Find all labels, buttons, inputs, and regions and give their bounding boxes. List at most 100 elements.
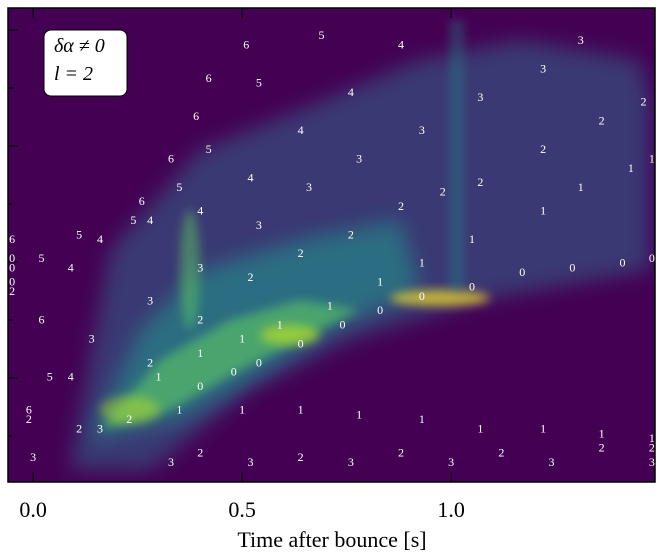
mode-label: 2 bbox=[298, 450, 304, 464]
x-axis-label: Time after bounce [s] bbox=[237, 527, 426, 552]
mode-label: 1 bbox=[377, 275, 383, 289]
mode-label: 1 bbox=[540, 204, 546, 218]
mode-label: 6 bbox=[168, 151, 174, 165]
mode-label: 0 bbox=[569, 260, 575, 274]
mode-label: 5 bbox=[76, 227, 82, 241]
mode-label: 0 bbox=[298, 336, 304, 350]
x-tick-label: 1.0 bbox=[437, 497, 465, 522]
mode-label: 1 bbox=[239, 403, 245, 417]
mode-label: 5 bbox=[319, 28, 325, 42]
mode-label: 5 bbox=[256, 76, 262, 90]
mode-label: 0 bbox=[9, 275, 15, 289]
mode-label: 6 bbox=[243, 38, 249, 52]
mode-label: 1 bbox=[649, 431, 655, 445]
annotation: δα ≠ 0 bbox=[54, 35, 105, 57]
mode-label: 1 bbox=[419, 256, 425, 270]
mode-label: 3 bbox=[89, 332, 95, 346]
mode-label: 4 bbox=[197, 204, 203, 218]
mode-label: 3 bbox=[540, 61, 546, 75]
mode-label: 1 bbox=[277, 317, 283, 331]
mode-label: 6 bbox=[26, 403, 32, 417]
mode-label: 4 bbox=[68, 260, 74, 274]
mode-label: 5 bbox=[47, 369, 53, 383]
mode-label: 2 bbox=[649, 441, 655, 455]
mode-label: 1 bbox=[176, 403, 182, 417]
mode-label: 2 bbox=[398, 199, 404, 213]
mode-label: 2 bbox=[197, 313, 203, 327]
mode-label: 1 bbox=[469, 232, 475, 246]
mode-label: 2 bbox=[76, 422, 82, 436]
mode-label: 0 bbox=[649, 251, 655, 265]
mode-label: 0 bbox=[469, 279, 475, 293]
mode-label: 4 bbox=[247, 170, 253, 184]
mode-label: 1 bbox=[578, 180, 584, 194]
mode-label: 0 bbox=[419, 289, 425, 303]
mode-label: 6 bbox=[38, 313, 44, 327]
mode-label: 3 bbox=[147, 294, 153, 308]
annotation: l = 2 bbox=[54, 63, 93, 85]
mode-label: 3 bbox=[306, 180, 312, 194]
mode-label: 3 bbox=[256, 218, 262, 232]
mode-label: 2 bbox=[599, 441, 605, 455]
mode-label: 2 bbox=[640, 95, 646, 109]
mode-label: 1 bbox=[419, 412, 425, 426]
mode-label: 0 bbox=[377, 303, 383, 317]
mode-label: 2 bbox=[26, 412, 32, 426]
mode-label: 3 bbox=[356, 151, 362, 165]
mode-label: 6 bbox=[206, 71, 212, 85]
mode-label: 4 bbox=[68, 369, 74, 383]
mode-label: 3 bbox=[548, 455, 554, 469]
mode-label: 2 bbox=[348, 227, 354, 241]
plot-frame bbox=[7, 7, 656, 483]
mode-label: 0 bbox=[197, 379, 203, 393]
mode-label: 0 bbox=[620, 256, 626, 270]
mode-label: 0 bbox=[256, 355, 262, 369]
mode-label: 1 bbox=[649, 151, 655, 165]
mode-label: 1 bbox=[298, 403, 304, 417]
mode-label: 2 bbox=[540, 142, 546, 156]
mode-label: 3 bbox=[649, 455, 655, 469]
mode-label: 2 bbox=[126, 412, 132, 426]
mode-label: 2 bbox=[147, 355, 153, 369]
x-tick-label: 0.5 bbox=[228, 497, 256, 522]
mode-label: 6 bbox=[9, 232, 15, 246]
mode-label: 4 bbox=[97, 232, 103, 246]
mode-label: 0 bbox=[9, 251, 15, 265]
mode-label: 0 bbox=[9, 260, 15, 274]
mode-label: 2 bbox=[298, 246, 304, 260]
mode-label: 2 bbox=[498, 445, 504, 459]
mode-label: 3 bbox=[247, 455, 253, 469]
mode-label: 3 bbox=[448, 455, 454, 469]
mode-label: 0 bbox=[231, 365, 237, 379]
mode-label: 2 bbox=[477, 175, 483, 189]
mode-label: 1 bbox=[599, 426, 605, 440]
mode-label: 6 bbox=[193, 109, 199, 123]
mode-label: 3 bbox=[477, 90, 483, 104]
mode-label: 3 bbox=[348, 455, 354, 469]
mode-label: 5 bbox=[176, 180, 182, 194]
mode-label: 4 bbox=[298, 123, 304, 137]
mode-label: 0 bbox=[519, 265, 525, 279]
mode-label: 3 bbox=[197, 260, 203, 274]
mode-label: 4 bbox=[147, 213, 153, 227]
mode-label: 1 bbox=[156, 369, 162, 383]
mode-label: 4 bbox=[398, 38, 404, 52]
mode-label: 4 bbox=[348, 85, 354, 99]
mode-label: 3 bbox=[578, 33, 584, 47]
mode-label: 0 bbox=[339, 317, 345, 331]
x-tick-label: 0.0 bbox=[19, 497, 47, 522]
mode-label: 3 bbox=[168, 455, 174, 469]
mode-label: 2 bbox=[440, 185, 446, 199]
legend-box bbox=[43, 29, 128, 97]
mode-label: 1 bbox=[540, 422, 546, 436]
mode-label: 3 bbox=[419, 123, 425, 137]
mode-label: 1 bbox=[327, 298, 333, 312]
mode-label: 3 bbox=[97, 422, 103, 436]
mode-label: 2 bbox=[197, 445, 203, 459]
mode-label: 1 bbox=[477, 422, 483, 436]
mode-label: 1 bbox=[197, 346, 203, 360]
mode-label: 3 bbox=[30, 450, 36, 464]
mode-label: 6 bbox=[139, 194, 145, 208]
mode-label: 1 bbox=[356, 407, 362, 421]
spectrogram-glow bbox=[70, 20, 650, 470]
